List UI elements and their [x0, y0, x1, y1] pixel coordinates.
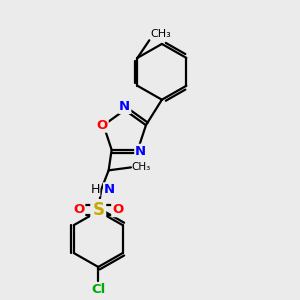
Text: CH₃: CH₃ — [132, 162, 151, 172]
Text: O: O — [112, 203, 123, 216]
Text: O: O — [73, 203, 85, 216]
Text: CH₃: CH₃ — [151, 29, 172, 39]
Text: N: N — [119, 100, 130, 113]
Text: N: N — [103, 183, 115, 196]
Text: H: H — [90, 183, 100, 196]
Text: N: N — [135, 145, 146, 158]
Text: Cl: Cl — [91, 283, 105, 296]
Text: S: S — [92, 201, 104, 219]
Text: O: O — [96, 119, 108, 132]
